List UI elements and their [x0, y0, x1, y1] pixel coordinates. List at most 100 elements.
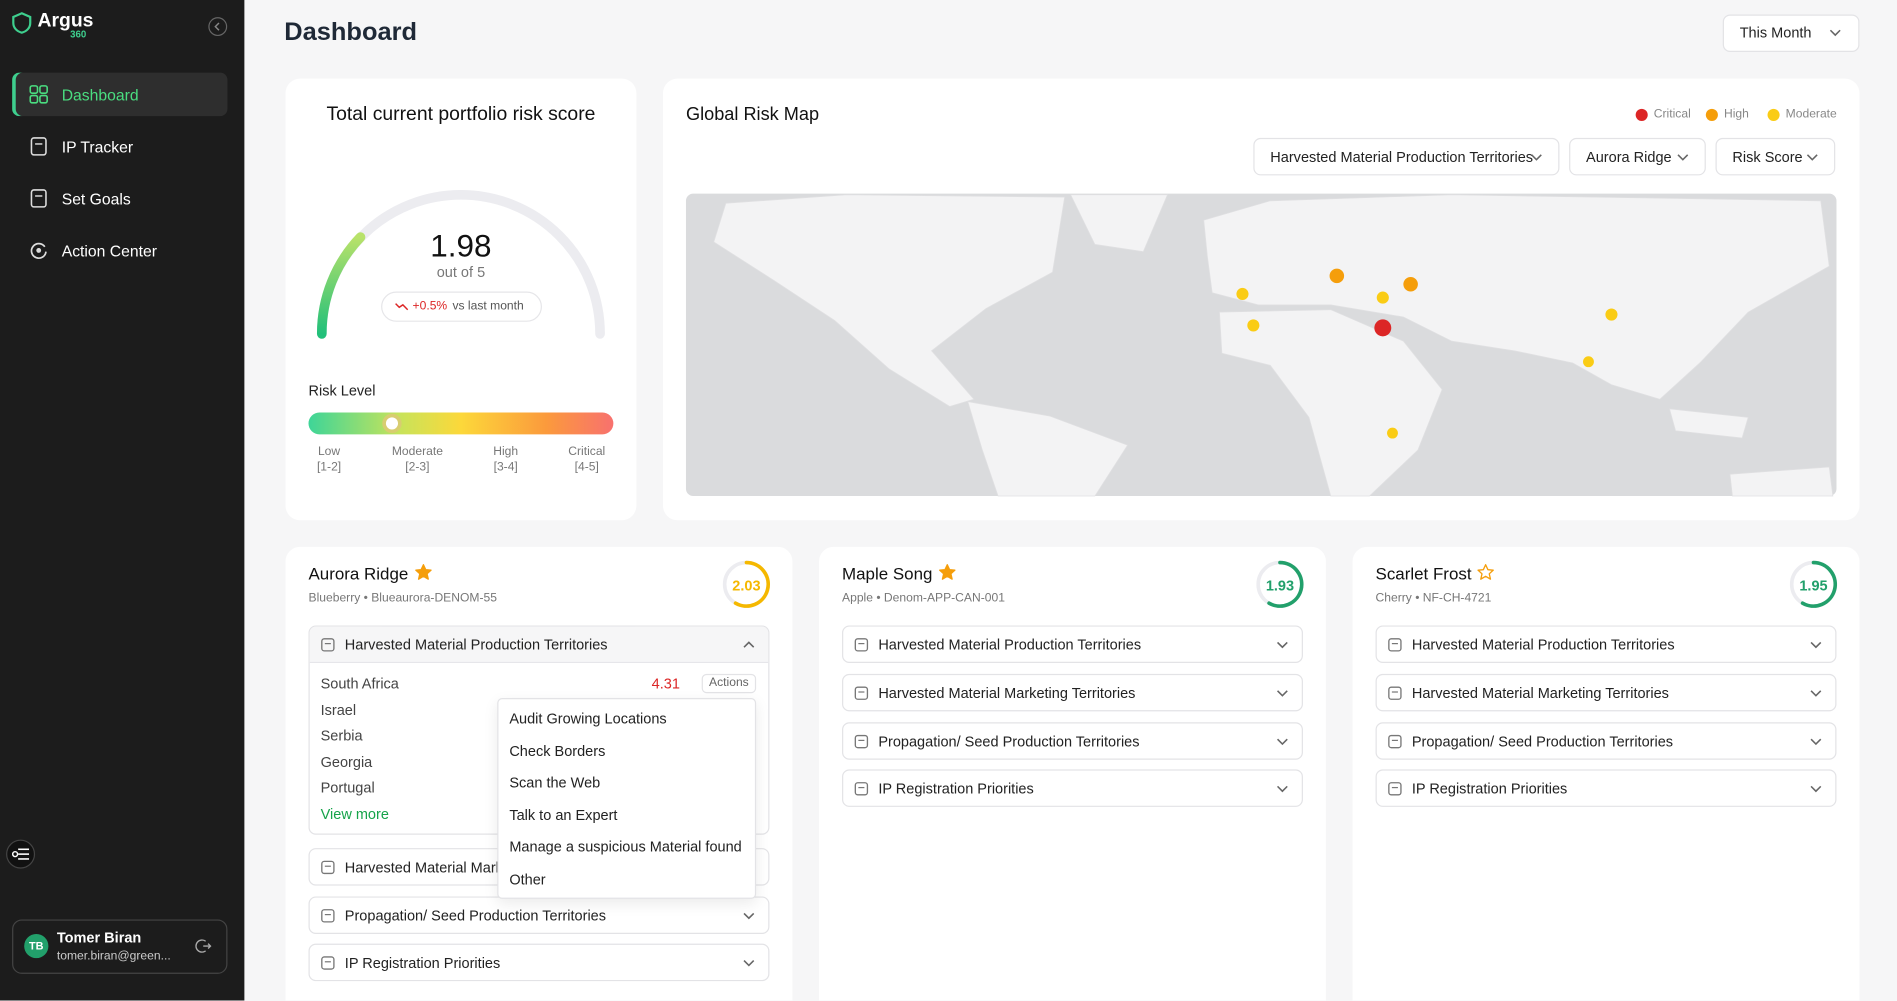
world-map — [685, 193, 1837, 497]
nav-label[interactable]: Action Center — [61, 241, 157, 261]
section-accordion[interactable] — [842, 769, 1303, 807]
portfolio-score: 2.03 — [732, 577, 761, 595]
icon-shape — [11, 850, 19, 858]
star-shape — [938, 564, 956, 580]
section-title[interactable]: Harvested Material Marketing Territories — [878, 684, 1136, 702]
section-title[interactable]: Propagation/ Seed Production Territories — [344, 907, 606, 925]
section-accordion[interactable] — [842, 625, 1303, 663]
icon-shape — [30, 189, 47, 208]
section-title[interactable]: Harvested Material Marketing Territories — [1411, 684, 1669, 702]
menu-option[interactable]: Manage a suspicious Material found — [509, 838, 742, 856]
risk-location — [1376, 291, 1389, 304]
section-accordion[interactable] — [1375, 625, 1837, 663]
portfolio-subtitle: Blueberry • Blueaurora-DENOM-55 — [308, 591, 497, 605]
icon-shape — [321, 909, 335, 923]
portfolio-score: 1.95 — [1799, 577, 1828, 595]
favorite-star[interactable] — [414, 564, 432, 581]
section-title[interactable]: IP Registration Priorities — [344, 954, 501, 972]
view-more-link[interactable]: View more — [320, 805, 389, 823]
actions-button[interactable]: Actions — [701, 673, 757, 694]
icon-shape — [395, 303, 409, 311]
risk-level-title: Risk Level — [308, 382, 376, 400]
period-label[interactable]: This Month — [1739, 24, 1812, 42]
section-header — [309, 626, 769, 663]
section-accordion[interactable] — [1375, 673, 1837, 712]
map-land — [1669, 408, 1749, 439]
section-accordion[interactable] — [308, 943, 770, 982]
map-filter-label[interactable]: Aurora Ridge — [1586, 148, 1672, 166]
portfolio-name: Scarlet Frost — [1375, 563, 1472, 584]
section-title[interactable]: Harvested Material Production Territorie… — [1411, 636, 1675, 654]
portfolio-name: Maple Song — [842, 563, 933, 584]
nav-label[interactable]: IP Tracker — [61, 137, 134, 157]
icon-shape — [321, 638, 335, 652]
menu-option[interactable]: Scan the Web — [509, 774, 601, 792]
chevron — [1677, 154, 1689, 161]
filter-icon — [11, 848, 30, 860]
map-filter[interactable] — [1569, 137, 1706, 176]
map-land — [967, 401, 1129, 497]
menu-option[interactable]: Check Borders — [509, 742, 606, 760]
section-icon — [321, 909, 335, 923]
chevron — [1810, 641, 1822, 649]
chevron — [1810, 690, 1822, 697]
chevron-icon — [1810, 690, 1822, 697]
chevron — [743, 912, 755, 920]
sidebar — [0, 0, 245, 1001]
legend-label: High — [1723, 107, 1749, 121]
section-accordion[interactable] — [1375, 769, 1837, 807]
icon-shape — [1388, 686, 1402, 700]
logout-button[interactable] — [195, 939, 212, 954]
chevron — [1810, 738, 1822, 746]
collapse-button[interactable] — [208, 17, 228, 37]
collapse-circle — [208, 17, 228, 37]
risk-score: 1.98 — [430, 227, 492, 264]
risk-location — [1403, 277, 1418, 292]
risk-level-name: Critical — [568, 445, 606, 459]
portfolio-subtitle: Apple • Denom-APP-CAN-001 — [842, 591, 1005, 605]
section-title[interactable]: Harvested Material Production Territorie… — [878, 636, 1142, 654]
score-ring — [722, 560, 771, 608]
logo-shape — [12, 12, 32, 34]
risk-level-range: [3-4] — [493, 460, 518, 475]
section-accordion[interactable] — [842, 673, 1303, 712]
chevron-icon — [1829, 29, 1841, 37]
menu-option[interactable]: Other — [509, 870, 546, 888]
chevron-icon — [1276, 785, 1288, 793]
icon-shape — [39, 94, 48, 104]
icon-shape — [321, 860, 335, 875]
nav-item[interactable] — [12, 72, 228, 117]
section-title[interactable]: IP Registration Priorities — [878, 780, 1034, 798]
nav-label[interactable]: Dashboard — [61, 85, 139, 105]
chevron-icon — [1276, 738, 1288, 746]
favorite-star[interactable] — [1477, 564, 1495, 581]
map-filter-label[interactable]: Risk Score — [1732, 148, 1803, 166]
section-icon — [1388, 686, 1402, 700]
icon-shape — [854, 782, 869, 796]
section-title[interactable]: Propagation/ Seed Production Territories — [1411, 733, 1674, 751]
section-accordion[interactable] — [842, 722, 1303, 760]
icon-shape — [29, 85, 39, 94]
chevron-icon — [1810, 785, 1822, 793]
section-icon — [321, 956, 335, 970]
icon-shape — [30, 137, 47, 156]
icon-shape — [854, 686, 869, 700]
risk-level-name: High — [493, 445, 519, 459]
gauge-fill — [316, 232, 366, 339]
section-accordion[interactable] — [1375, 722, 1837, 760]
section-title[interactable]: Harvested Material Production Territorie… — [344, 636, 608, 654]
section-icon — [854, 638, 869, 652]
section-title[interactable]: IP Registration Priorities — [1411, 780, 1568, 798]
menu-option[interactable]: Audit Growing Locations — [509, 710, 667, 728]
menu-option[interactable]: Talk to an Expert — [509, 806, 618, 824]
map-filter[interactable] — [1253, 137, 1560, 176]
favorite-star[interactable] — [938, 564, 956, 581]
nav-label[interactable]: Set Goals — [61, 189, 131, 209]
user-card — [12, 919, 228, 974]
chevron — [1276, 738, 1288, 746]
map-land — [1203, 194, 1830, 400]
map-filter-label[interactable]: Harvested Material Production Territorie… — [1270, 148, 1534, 166]
map-land — [713, 194, 1066, 407]
section-title[interactable]: Propagation/ Seed Production Territories — [878, 733, 1140, 751]
